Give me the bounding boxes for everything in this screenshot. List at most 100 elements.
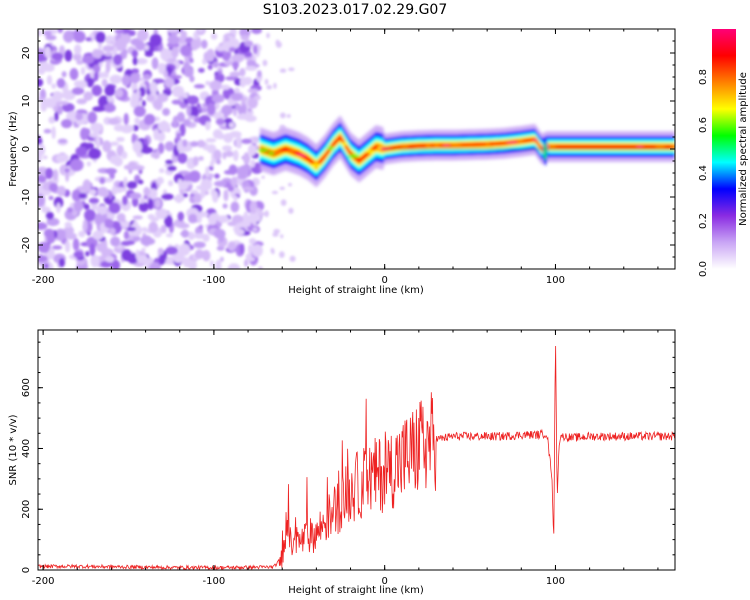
noise-blob xyxy=(140,146,154,154)
noise-blob xyxy=(148,221,158,233)
noise-blob xyxy=(239,76,247,88)
noise-blob xyxy=(141,227,148,233)
noise-blob xyxy=(207,64,213,70)
noise-blob xyxy=(156,176,164,185)
noise-blob xyxy=(188,57,194,64)
noise-blob xyxy=(71,189,82,202)
ridge-hotspot xyxy=(463,143,469,147)
noise-blob xyxy=(148,188,158,200)
noise-blob xyxy=(61,102,75,113)
noise-blob xyxy=(149,262,161,269)
spectrogram-ytick-label: -20 xyxy=(21,237,32,253)
noise-blob xyxy=(48,116,56,124)
noise-blob xyxy=(162,108,171,116)
noise-blob xyxy=(58,258,66,268)
snr-ylabel: SNR (10 * v/v) xyxy=(8,414,19,485)
noise-blob xyxy=(182,193,188,198)
ridge-hotspot xyxy=(636,145,644,149)
noise-blob xyxy=(251,29,262,35)
ridge-hotspot xyxy=(433,143,440,147)
colorbar-label: Normalized spectral amplitude xyxy=(738,72,749,226)
noise-blob xyxy=(135,40,146,51)
noise-blob xyxy=(136,255,149,264)
noise-blob xyxy=(132,56,138,66)
noise-blob xyxy=(230,201,240,213)
snr-xtick-label: -200 xyxy=(32,576,55,587)
noise-blob xyxy=(83,203,90,210)
noise-blob xyxy=(228,122,235,128)
noise-blob xyxy=(205,166,210,178)
noise-blob xyxy=(113,54,123,66)
noise-blob xyxy=(92,230,104,240)
ridge-hotspot xyxy=(473,142,480,146)
noise-blob xyxy=(85,250,90,257)
noise-blob xyxy=(173,219,186,228)
noise-blob xyxy=(189,75,195,83)
noise-blob xyxy=(161,193,174,200)
ridge-hotspot xyxy=(310,163,321,167)
ridge-hotspot xyxy=(287,149,297,153)
noise-blob xyxy=(45,167,54,180)
noise-blob xyxy=(144,113,156,125)
noise-blob xyxy=(38,78,44,87)
noise-blob xyxy=(273,82,277,89)
noise-blob xyxy=(126,227,137,232)
noise-blob xyxy=(38,255,48,263)
colorbar-ticks: 0.0 0.2 0.4 0.6 0.8 xyxy=(698,69,709,277)
noise-blob xyxy=(131,92,138,104)
noise-blob xyxy=(182,257,192,268)
noise-blob xyxy=(244,40,254,47)
noise-blob xyxy=(198,156,204,161)
noise-blob xyxy=(38,152,42,163)
noise-blob xyxy=(65,232,77,240)
ridge-hotspot xyxy=(347,154,360,158)
noise-blob xyxy=(48,247,55,260)
noise-blob xyxy=(56,78,66,89)
noise-blob xyxy=(187,231,195,241)
noise-blob xyxy=(111,259,121,269)
noise-blob xyxy=(237,221,251,228)
noise-blob xyxy=(108,202,121,214)
colorbar-tick-label: 0.4 xyxy=(698,165,709,181)
noise-blob xyxy=(223,189,229,201)
noise-blob xyxy=(38,143,46,156)
noise-blob xyxy=(275,41,282,48)
noise-blob xyxy=(190,189,199,195)
noise-blob xyxy=(165,233,173,238)
noise-blob xyxy=(172,251,185,264)
noise-blob xyxy=(52,90,63,102)
ridge-hotspot xyxy=(394,145,403,149)
noise-blob xyxy=(288,207,294,214)
colorbar-tick-label: 0.0 xyxy=(698,261,709,277)
noise-blob xyxy=(252,227,258,232)
noise-blob xyxy=(165,159,174,165)
noise-blob xyxy=(286,114,291,118)
noise-blob xyxy=(171,85,185,98)
snr-series-line xyxy=(38,345,675,570)
noise-blob xyxy=(217,215,229,224)
ridge-hotspot xyxy=(258,148,269,152)
figure-title: S103.2023.017.02.29.G07 xyxy=(263,2,448,18)
noise-blob xyxy=(57,29,64,34)
noise-blob xyxy=(43,30,52,37)
ridge-hotspot xyxy=(591,145,603,149)
noise-blob xyxy=(169,74,182,80)
noise-blob xyxy=(165,78,175,87)
noise-blob xyxy=(104,84,116,97)
noise-blob xyxy=(280,234,284,239)
noise-blob xyxy=(216,133,225,140)
noise-blob xyxy=(152,99,163,110)
noise-blob xyxy=(280,199,287,206)
noise-blob xyxy=(87,111,98,124)
noise-blob xyxy=(193,192,202,204)
noise-blob xyxy=(82,219,88,233)
ridge-hotspot xyxy=(425,143,432,147)
snr-xtick-label: -100 xyxy=(203,576,226,587)
noise-blob xyxy=(200,187,206,199)
noise-blob xyxy=(85,37,92,42)
noise-blob xyxy=(99,177,106,185)
noise-blob xyxy=(212,190,219,203)
noise-blob xyxy=(229,71,242,78)
noise-blob xyxy=(79,127,89,141)
